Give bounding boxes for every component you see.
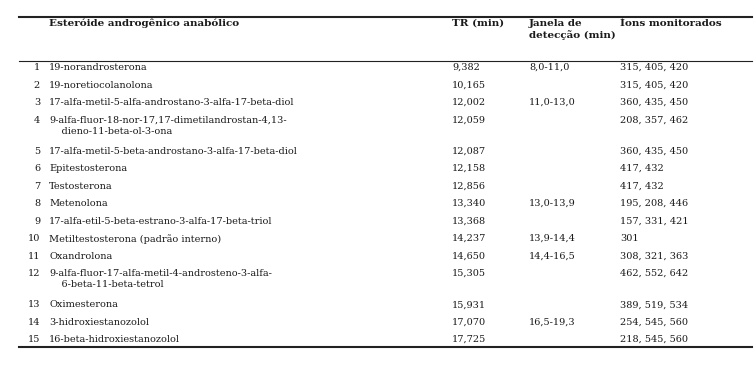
Text: Oximesterona: Oximesterona bbox=[49, 300, 118, 309]
Text: 157, 331, 421: 157, 331, 421 bbox=[620, 217, 689, 226]
Text: 9,382: 9,382 bbox=[452, 63, 480, 72]
Text: 13,9-14,4: 13,9-14,4 bbox=[529, 234, 576, 243]
Text: 360, 435, 450: 360, 435, 450 bbox=[620, 98, 688, 107]
Text: 10,165: 10,165 bbox=[452, 81, 486, 90]
Text: 12,059: 12,059 bbox=[452, 116, 486, 125]
Text: Testosterona: Testosterona bbox=[49, 182, 113, 191]
Text: 1: 1 bbox=[34, 63, 40, 72]
Text: 17-alfa-metil-5-alfa-androstano-3-alfa-17-beta-diol: 17-alfa-metil-5-alfa-androstano-3-alfa-1… bbox=[49, 98, 295, 107]
Text: 4: 4 bbox=[34, 116, 40, 125]
Text: 417, 432: 417, 432 bbox=[620, 182, 664, 191]
Text: 7: 7 bbox=[34, 182, 40, 191]
Text: 462, 552, 642: 462, 552, 642 bbox=[620, 269, 688, 278]
Text: Epitestosterona: Epitestosterona bbox=[49, 164, 127, 173]
Text: 19-norandrosterona: 19-norandrosterona bbox=[49, 63, 147, 72]
Text: 14,4-16,5: 14,4-16,5 bbox=[529, 252, 576, 261]
Text: 218, 545, 560: 218, 545, 560 bbox=[620, 335, 688, 344]
Text: 15,931: 15,931 bbox=[452, 300, 486, 309]
Text: 10: 10 bbox=[28, 234, 40, 243]
Text: 17,070: 17,070 bbox=[452, 318, 486, 327]
Text: 8: 8 bbox=[34, 199, 40, 208]
Text: 15: 15 bbox=[28, 335, 40, 344]
Text: Metenolona: Metenolona bbox=[49, 199, 108, 208]
Text: 315, 405, 420: 315, 405, 420 bbox=[620, 81, 688, 90]
Text: 389, 519, 534: 389, 519, 534 bbox=[620, 300, 688, 309]
Text: 16-beta-hidroxiestanozolol: 16-beta-hidroxiestanozolol bbox=[49, 335, 180, 344]
Text: 13,340: 13,340 bbox=[452, 199, 486, 208]
Text: 417, 432: 417, 432 bbox=[620, 164, 664, 173]
Text: 12,158: 12,158 bbox=[452, 164, 486, 173]
Text: 15,305: 15,305 bbox=[452, 269, 486, 278]
Text: 17-alfa-etil-5-beta-estrano-3-alfa-17-beta-triol: 17-alfa-etil-5-beta-estrano-3-alfa-17-be… bbox=[49, 217, 273, 226]
Text: 315, 405, 420: 315, 405, 420 bbox=[620, 63, 688, 72]
Text: Metiltestosterona (padrão interno): Metiltestosterona (padrão interno) bbox=[49, 234, 222, 244]
Text: 360, 435, 450: 360, 435, 450 bbox=[620, 147, 688, 156]
Text: 308, 321, 363: 308, 321, 363 bbox=[620, 252, 688, 261]
Text: 13,0-13,9: 13,0-13,9 bbox=[529, 199, 576, 208]
Text: 16,5-19,3: 16,5-19,3 bbox=[529, 318, 576, 327]
Text: Íons monitorados: Íons monitorados bbox=[620, 19, 721, 28]
Text: Esteróide androgênico anabólico: Esteróide androgênico anabólico bbox=[49, 19, 239, 28]
Text: 301: 301 bbox=[620, 234, 639, 243]
Text: 3-hidroxiestanozolol: 3-hidroxiestanozolol bbox=[49, 318, 149, 327]
Text: 17,725: 17,725 bbox=[452, 335, 486, 344]
Text: 2: 2 bbox=[34, 81, 40, 90]
Text: Janela de
detecção (min): Janela de detecção (min) bbox=[529, 19, 616, 40]
Text: 208, 357, 462: 208, 357, 462 bbox=[620, 116, 688, 125]
Text: 13: 13 bbox=[27, 300, 40, 309]
Text: TR (min): TR (min) bbox=[452, 19, 504, 28]
Text: 11: 11 bbox=[27, 252, 40, 261]
Text: 12,856: 12,856 bbox=[452, 182, 486, 191]
Text: 9: 9 bbox=[34, 217, 40, 226]
Text: 195, 208, 446: 195, 208, 446 bbox=[620, 199, 688, 208]
Text: 19-noretiocolanolona: 19-noretiocolanolona bbox=[49, 81, 153, 90]
Text: 6: 6 bbox=[34, 164, 40, 173]
Text: 9-alfa-fluor-17-alfa-metil-4-androsteno-3-alfa-
    6-beta-11-beta-tetrol: 9-alfa-fluor-17-alfa-metil-4-androsteno-… bbox=[49, 269, 272, 290]
Text: 17-alfa-metil-5-beta-androstano-3-alfa-17-beta-diol: 17-alfa-metil-5-beta-androstano-3-alfa-1… bbox=[49, 147, 298, 156]
Text: 9-alfa-fluor-18-nor-17,17-dimetilandrostan-4,13-
    dieno-11-beta-ol-3-ona: 9-alfa-fluor-18-nor-17,17-dimetilandrost… bbox=[49, 116, 287, 136]
Text: Oxandrolona: Oxandrolona bbox=[49, 252, 113, 261]
Text: 14,650: 14,650 bbox=[452, 252, 486, 261]
Text: 12,087: 12,087 bbox=[452, 147, 486, 156]
Text: 12,002: 12,002 bbox=[452, 98, 486, 107]
Text: 8,0-11,0: 8,0-11,0 bbox=[529, 63, 569, 72]
Text: 3: 3 bbox=[34, 98, 40, 107]
Text: 5: 5 bbox=[34, 147, 40, 156]
Text: 14: 14 bbox=[27, 318, 40, 327]
Text: 254, 545, 560: 254, 545, 560 bbox=[620, 318, 688, 327]
Text: 14,237: 14,237 bbox=[452, 234, 486, 243]
Text: 13,368: 13,368 bbox=[452, 217, 486, 226]
Text: 11,0-13,0: 11,0-13,0 bbox=[529, 98, 576, 107]
Text: 12: 12 bbox=[27, 269, 40, 278]
